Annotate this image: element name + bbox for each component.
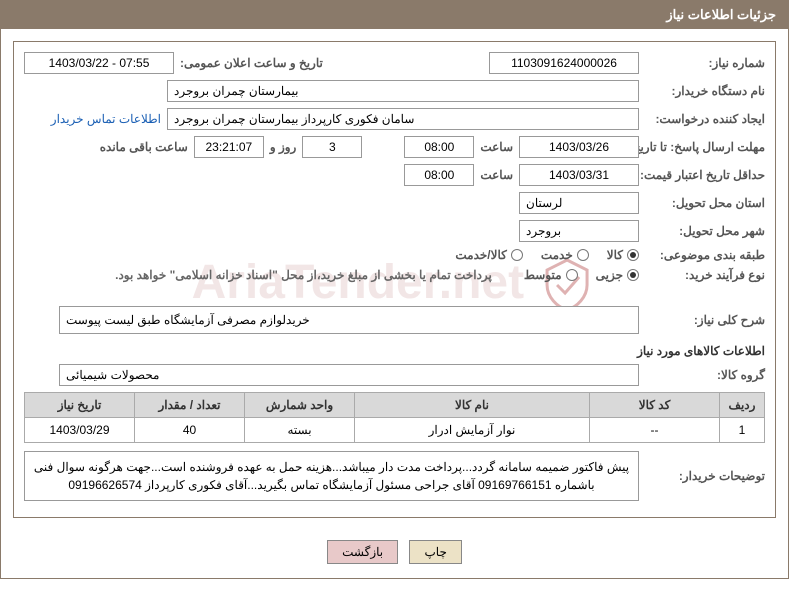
th-name: نام کالا — [355, 393, 590, 418]
subject-radio-group: کالا خدمت کالا/خدمت — [455, 248, 639, 262]
field-province: لرستان — [519, 192, 639, 214]
radio-service[interactable]: خدمت — [541, 248, 589, 262]
th-unit: واحد شمارش — [245, 393, 355, 418]
row-buy-process: نوع فرآیند خرید: جزیی متوسط پرداخت تمام … — [24, 268, 765, 282]
field-buyer-org: بیمارستان چمران بروجرد — [167, 80, 639, 102]
process-note: پرداخت تمام یا بخشی از مبلغ خرید،از محل … — [115, 268, 492, 282]
table-header-row: ردیف کد کالا نام کالا واحد شمارش تعداد /… — [25, 393, 765, 418]
th-qty: تعداد / مقدار — [135, 393, 245, 418]
row-requester: ایجاد کننده درخواست: سامان فکوری کارپردا… — [24, 108, 765, 130]
label-hour-2: ساعت — [480, 168, 513, 182]
label-buyer-notes: توضیحات خریدار: — [645, 469, 765, 483]
label-announce-datetime: تاریخ و ساعت اعلان عمومی: — [180, 56, 323, 70]
radio-goods-service[interactable]: کالا/خدمت — [455, 248, 522, 262]
table-row: 1 -- نوار آزمایش ادرار بسته 40 1403/03/2… — [25, 418, 765, 443]
row-general-desc: شرح کلی نیاز: خریدلوازم مصرفی آزمایشگاه … — [24, 306, 765, 334]
label-hour-1: ساعت — [480, 140, 513, 154]
radio-partial-dot — [627, 269, 639, 281]
field-min-validity-time: 08:00 — [404, 164, 474, 186]
radio-medium[interactable]: متوسط — [524, 268, 578, 282]
buyer-contact-link[interactable]: اطلاعات تماس خریدار — [51, 112, 161, 126]
panel-title: جزئیات اطلاعات نیاز — [666, 7, 776, 22]
cell-date: 1403/03/29 — [25, 418, 135, 443]
row-deadline: مهلت ارسال پاسخ: تا تاریخ: 1403/03/26 سا… — [24, 136, 765, 158]
field-requester: سامان فکوری کارپرداز بیمارستان چمران برو… — [167, 108, 639, 130]
process-radio-group: جزیی متوسط — [524, 268, 639, 282]
label-goods-group: گروه کالا: — [645, 368, 765, 382]
cell-qty: 40 — [135, 418, 245, 443]
label-buy-process: نوع فرآیند خرید: — [645, 268, 765, 282]
row-buyer-notes: توضیحات خریدار: پیش فاکتور ضمیمه سامانه … — [24, 451, 765, 501]
field-buyer-notes: پیش فاکتور ضمیمه سامانه گردد...پرداخت مد… — [24, 451, 639, 501]
label-deadline: مهلت ارسال پاسخ: تا تاریخ: — [645, 140, 765, 154]
row-subject-class: طبقه بندی موضوعی: کالا خدمت کالا/خدمت — [24, 248, 765, 262]
radio-goods[interactable]: کالا — [607, 248, 639, 262]
cell-code: -- — [590, 418, 720, 443]
main-panel: جزئیات اطلاعات نیاز شماره نیاز: 11030916… — [0, 0, 789, 579]
field-need-number: 1103091624000026 — [489, 52, 639, 74]
row-buyer-org: نام دستگاه خریدار: بیمارستان چمران بروجر… — [24, 80, 765, 102]
field-deadline-time: 08:00 — [404, 136, 474, 158]
goods-table: ردیف کد کالا نام کالا واحد شمارش تعداد /… — [24, 392, 765, 443]
button-bar: چاپ بازگشت — [1, 530, 788, 578]
label-city: شهر محل تحویل: — [645, 224, 765, 238]
field-general-desc: خریدلوازم مصرفی آزمایشگاه طبق لیست پیوست — [59, 306, 639, 334]
th-code: کد کالا — [590, 393, 720, 418]
cell-name: نوار آزمایش ادرار — [355, 418, 590, 443]
label-remaining: ساعت باقی مانده — [100, 140, 188, 154]
cell-idx: 1 — [720, 418, 765, 443]
radio-goods-service-dot — [511, 249, 523, 261]
label-requester: ایجاد کننده درخواست: — [645, 112, 765, 126]
th-date: تاریخ نیاز — [25, 393, 135, 418]
row-city: شهر محل تحویل: بروجرد — [24, 220, 765, 242]
row-need-number: شماره نیاز: 1103091624000026 تاریخ و ساع… — [24, 52, 765, 74]
cell-unit: بسته — [245, 418, 355, 443]
row-province: استان محل تحویل: لرستان — [24, 192, 765, 214]
radio-partial[interactable]: جزیی — [596, 268, 639, 282]
field-deadline-date: 1403/03/26 — [519, 136, 639, 158]
label-min-validity: حداقل تاریخ اعتبار قیمت: تا تاریخ: — [645, 168, 765, 182]
label-buyer-org: نام دستگاه خریدار: — [645, 84, 765, 98]
field-city: بروجرد — [519, 220, 639, 242]
radio-goods-dot — [627, 249, 639, 261]
details-frame: شماره نیاز: 1103091624000026 تاریخ و ساع… — [13, 41, 776, 518]
field-announce-datetime: 07:55 - 1403/03/22 — [24, 52, 174, 74]
row-min-validity: حداقل تاریخ اعتبار قیمت: تا تاریخ: 1403/… — [24, 164, 765, 186]
row-goods-group: گروه کالا: محصولات شیمیائی — [24, 364, 765, 386]
back-button[interactable]: بازگشت — [327, 540, 398, 564]
th-row: ردیف — [720, 393, 765, 418]
radio-medium-dot — [566, 269, 578, 281]
label-need-number: شماره نیاز: — [645, 56, 765, 70]
print-button[interactable]: چاپ — [409, 540, 461, 564]
panel-header: جزئیات اطلاعات نیاز — [1, 1, 788, 29]
radio-service-dot — [577, 249, 589, 261]
label-general-desc: شرح کلی نیاز: — [645, 313, 765, 327]
label-subject-class: طبقه بندی موضوعی: — [645, 248, 765, 262]
field-time-left: 23:21:07 — [194, 136, 264, 158]
label-days-and: روز و — [270, 140, 297, 154]
goods-info-title: اطلاعات کالاهای مورد نیاز — [24, 344, 765, 358]
label-province: استان محل تحویل: — [645, 196, 765, 210]
field-days-left: 3 — [302, 136, 362, 158]
field-min-validity-date: 1403/03/31 — [519, 164, 639, 186]
field-goods-group: محصولات شیمیائی — [59, 364, 639, 386]
